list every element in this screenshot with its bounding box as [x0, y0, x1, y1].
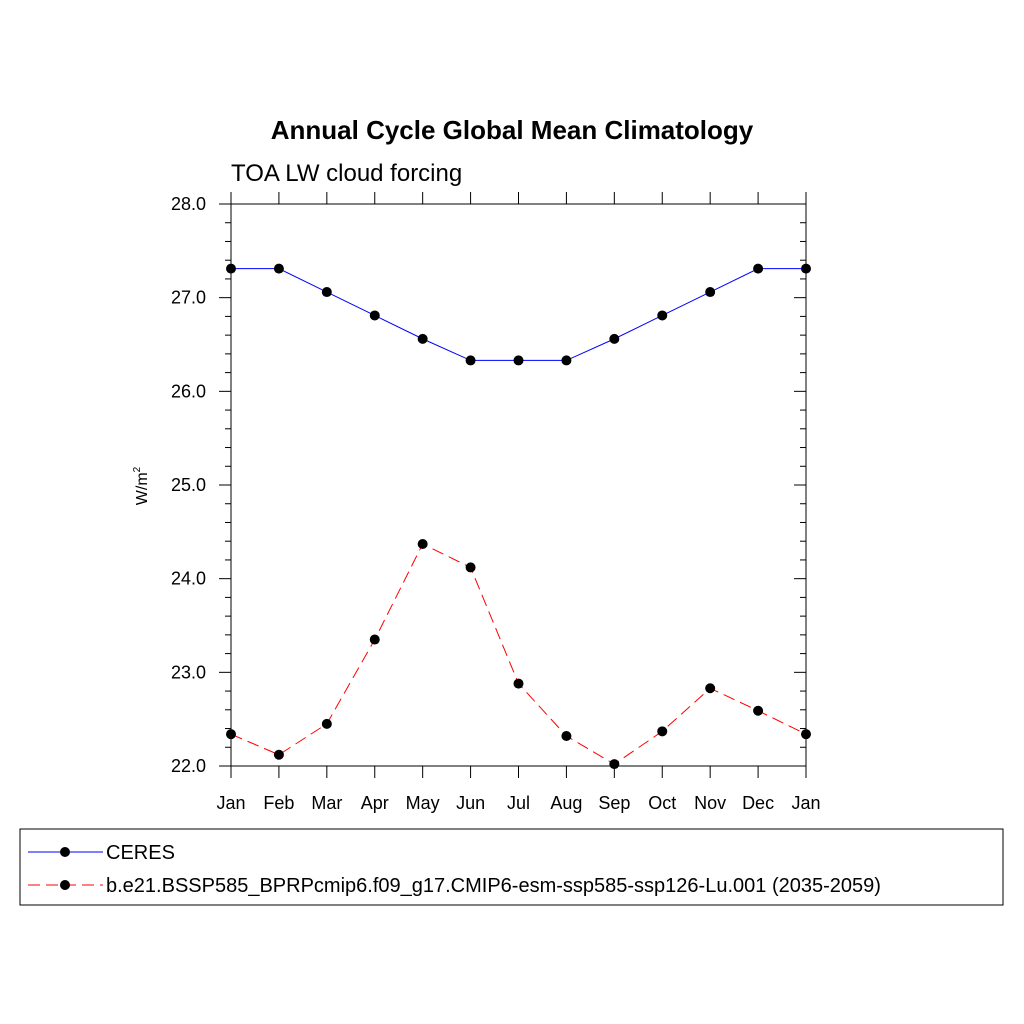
x-tick-label: Mar: [311, 793, 342, 813]
legend-marker-0: [60, 847, 70, 857]
data-point-series-0: [417, 333, 428, 344]
x-tick-label: Sep: [598, 793, 630, 813]
data-point-series-1: [321, 718, 332, 729]
series-line-0: [231, 268, 806, 361]
x-tick-label: Jan: [216, 793, 245, 813]
data-point-series-1: [657, 726, 668, 737]
data-point-series-0: [513, 355, 524, 366]
y-tick-label: 26.0: [171, 381, 206, 401]
legend-label-0: CERES: [106, 842, 175, 864]
chart-title: Annual Cycle Global Mean Climatology: [271, 115, 754, 145]
data-point-series-0: [705, 287, 716, 298]
data-point-series-0: [369, 310, 380, 321]
data-point-series-0: [561, 355, 572, 366]
y-tick-labels: 22.0 23.0 24.0 25.0 26.0 27.0 28.0: [171, 194, 206, 776]
data-point-series-0: [657, 310, 668, 321]
legend: CERES b.e21.BSSP585_BPRPcmip6.f09_g17.CMI…: [19, 828, 1004, 906]
y-tick-label: 22.0: [171, 756, 206, 776]
legend-marker-1: [60, 880, 70, 890]
y-axis-label-text: W/m: [134, 472, 151, 505]
legend-label-1: b.e21.BSSP585_BPRPcmip6.f09_g17.CMIP6-es…: [106, 875, 881, 897]
y-tick-label: 25.0: [171, 475, 206, 495]
x-tick-label: Apr: [361, 793, 389, 813]
x-tick-label: Jan: [791, 793, 820, 813]
x-tick-labels: Jan Feb Mar Apr May Jun Jul Aug Sep Oct Nov Dec Jan: [216, 793, 820, 813]
x-tick-label: Feb: [263, 793, 294, 813]
data-point-series-0: [321, 287, 332, 298]
y-tick-label: 23.0: [171, 662, 206, 682]
x-tick-label: Jul: [507, 793, 530, 813]
x-tick-label: May: [406, 793, 440, 813]
chart-subtitle: TOA LW cloud forcing: [231, 160, 462, 187]
plot-frame: [230, 203, 807, 767]
data-point-series-1: [705, 683, 716, 694]
series-lines: [230, 268, 807, 765]
y-axis-label-superscript: 2: [132, 466, 143, 472]
y-axis-label: W/m2: [132, 466, 151, 505]
data-point-series-0: [273, 263, 284, 274]
data-point-series-1: [561, 731, 572, 742]
data-point-series-1: [369, 634, 380, 645]
x-tick-label: Jun: [456, 793, 485, 813]
x-tick-label: Dec: [742, 793, 774, 813]
axis-ticks: [219, 192, 807, 778]
legend-box: [19, 828, 1004, 906]
data-point-series-0: [753, 263, 764, 274]
data-point-series-1: [273, 749, 284, 760]
x-tick-label: Nov: [694, 793, 726, 813]
y-tick-label: 28.0: [171, 194, 206, 214]
data-point-series-1: [417, 539, 428, 550]
data-point-series-1: [465, 562, 476, 573]
y-tick-label: 24.0: [171, 569, 206, 589]
series-points: [226, 263, 811, 770]
legend-entries: CERES b.e21.BSSP585_BPRPcmip6.f09_g17.CMI…: [28, 842, 881, 897]
data-point-series-1: [513, 678, 524, 689]
data-point-series-1: [609, 759, 620, 770]
data-point-series-1: [753, 705, 764, 716]
data-point-series-0: [465, 355, 476, 366]
series-line-1: [230, 543, 807, 765]
y-tick-label: 27.0: [171, 288, 206, 308]
x-tick-label: Aug: [550, 793, 582, 813]
data-point-series-0: [609, 333, 620, 344]
x-tick-label: Oct: [648, 793, 676, 813]
